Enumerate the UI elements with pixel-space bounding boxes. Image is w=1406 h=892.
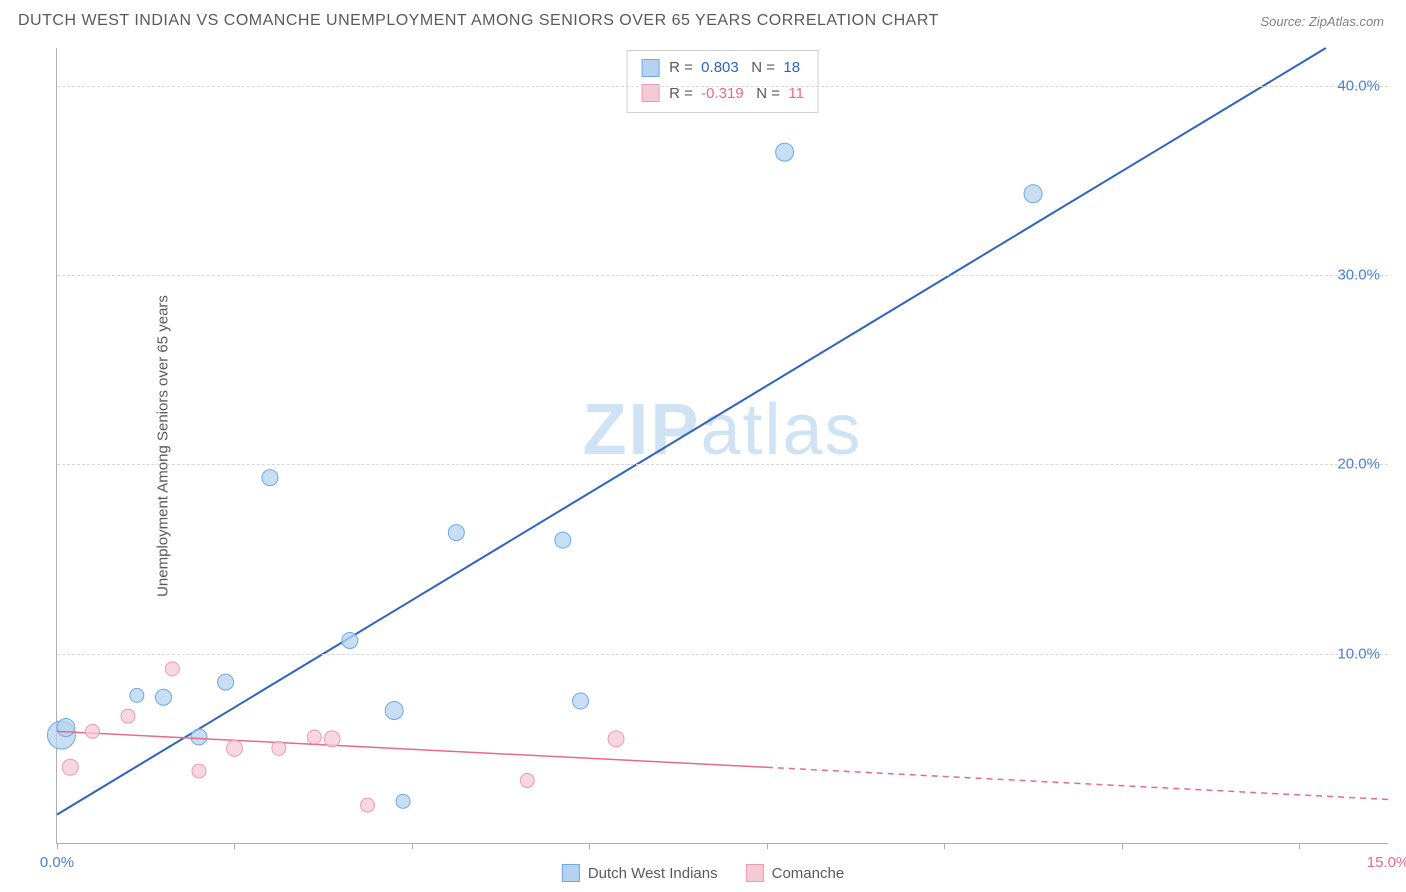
data-point-dutch [396,794,410,808]
x-tick-mark [944,843,945,849]
data-point-dutch [191,729,207,745]
gridline [57,275,1388,276]
data-point-comanche [85,724,99,738]
legend-stats: R = -0.319 N = 11 [669,81,804,107]
series-legend-item: Comanche [746,864,845,882]
data-point-dutch [262,470,278,486]
data-point-dutch [555,532,571,548]
source-attribution: Source: ZipAtlas.com [1260,14,1384,29]
data-point-comanche [165,662,179,676]
data-point-comanche [121,709,135,723]
chart-title: DUTCH WEST INDIAN VS COMANCHE UNEMPLOYME… [18,12,939,30]
data-point-comanche [226,740,242,756]
y-tick-label: 10.0% [1337,645,1380,662]
legend-swatch [641,84,659,102]
data-point-dutch [342,632,358,648]
data-point-comanche [520,774,534,788]
legend-row-comanche: R = -0.319 N = 11 [641,81,804,107]
series-legend-item: Dutch West Indians [562,864,718,882]
y-tick-label: 30.0% [1337,267,1380,284]
gridline [57,86,1388,87]
data-point-dutch [1024,185,1042,203]
chart-container: ZIPatlas R = 0.803 N = 18R = -0.319 N = … [56,48,1388,844]
gridline [57,654,1388,655]
x-tick-label: 15.0% [1367,854,1406,871]
data-point-dutch [57,719,75,737]
y-tick-label: 40.0% [1337,77,1380,94]
x-tick-mark [1122,843,1123,849]
legend-swatch [641,59,659,77]
x-tick-mark [57,843,58,849]
series-legend-label: Dutch West Indians [588,865,718,882]
plot-area: ZIPatlas R = 0.803 N = 18R = -0.319 N = … [56,48,1388,844]
series-legend: Dutch West Indians Comanche [562,864,844,882]
data-point-comanche [272,741,286,755]
legend-swatch [562,864,580,882]
x-tick-mark [1299,843,1300,849]
regression-line-dutch [57,48,1326,815]
y-tick-label: 20.0% [1337,456,1380,473]
x-tick-mark [412,843,413,849]
series-legend-label: Comanche [772,865,845,882]
data-point-dutch [573,693,589,709]
legend-swatch [746,864,764,882]
data-point-comanche [608,731,624,747]
legend-row-dutch: R = 0.803 N = 18 [641,55,804,81]
gridline [57,464,1388,465]
regression-line-dashed-comanche [767,767,1388,799]
x-tick-mark [589,843,590,849]
legend-stats: R = 0.803 N = 18 [669,55,800,81]
data-point-comanche [62,759,78,775]
data-point-comanche [192,764,206,778]
x-tick-mark [234,843,235,849]
scatter-plot-svg [57,48,1388,843]
x-tick-label: 0.0% [40,854,74,871]
data-point-comanche [324,731,340,747]
correlation-legend: R = 0.803 N = 18R = -0.319 N = 11 [626,50,819,113]
data-point-dutch [218,674,234,690]
data-point-dutch [130,688,144,702]
data-point-comanche [307,730,321,744]
data-point-comanche [361,798,375,812]
x-tick-mark [767,843,768,849]
data-point-dutch [155,689,171,705]
data-point-dutch [448,525,464,541]
data-point-dutch [385,702,403,720]
data-point-dutch [776,143,794,161]
